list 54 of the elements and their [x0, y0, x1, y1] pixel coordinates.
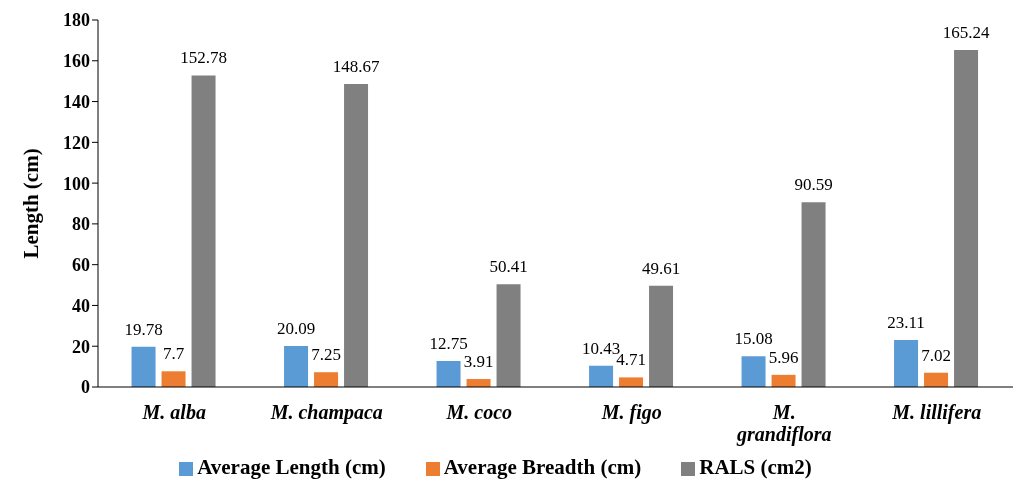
bar	[589, 365, 614, 387]
y-tick-label: 20	[72, 336, 90, 357]
y-tick-label: 0	[81, 377, 90, 398]
data-label: 19.78	[124, 319, 163, 339]
data-label: 5.96	[768, 347, 799, 367]
data-label: 49.61	[641, 258, 681, 278]
y-tick-label: 180	[63, 10, 90, 31]
data-label: 50.41	[489, 257, 528, 277]
bar	[284, 346, 309, 387]
bar	[801, 202, 826, 387]
data-label: 15.08	[734, 329, 773, 349]
data-label: 165.24	[942, 23, 990, 43]
bar	[649, 285, 674, 387]
y-tick-label: 80	[72, 214, 90, 235]
x-tick-label: M. champaca	[269, 401, 383, 424]
x-tick-label: M. alba	[141, 401, 206, 423]
x-tick-label: M. grandiflora	[736, 401, 832, 446]
x-tick-label: M. figo	[600, 401, 662, 424]
y-axis-title: Length (cm)	[19, 148, 44, 259]
bar	[191, 75, 216, 387]
bar	[771, 374, 796, 387]
bar	[924, 372, 949, 387]
data-label: 148.67	[332, 56, 380, 76]
y-tick-label: 140	[63, 91, 90, 112]
bar	[954, 50, 979, 387]
legend-label: RALS (cm2)	[699, 455, 812, 479]
data-label: 3.91	[463, 352, 494, 372]
bar	[496, 284, 521, 387]
y-tick-label: 120	[63, 132, 90, 153]
data-label: 10.43	[581, 338, 621, 358]
bar	[741, 356, 766, 387]
bar	[131, 346, 156, 387]
y-tick-label: 100	[63, 173, 90, 194]
data-label: 23.11	[887, 312, 925, 332]
data-label: 7.7	[162, 344, 185, 364]
data-label: 7.25	[311, 345, 341, 365]
legend-label: Average Breadth (cm)	[443, 455, 642, 479]
bar	[161, 371, 186, 387]
legend-label: Average Length (cm)	[197, 455, 386, 479]
data-label: 12.75	[429, 334, 468, 353]
x-tick-label: M. lillifera	[891, 401, 982, 424]
data-label: 20.09	[276, 319, 316, 339]
bar	[314, 372, 339, 387]
y-tick-label: 160	[63, 51, 90, 72]
bar	[436, 361, 461, 387]
bar	[344, 83, 369, 387]
data-label: 90.59	[794, 175, 833, 195]
y-tick-label: 60	[72, 255, 90, 276]
data-label: 7.02	[921, 345, 951, 365]
x-tick-label: M. coco	[445, 401, 513, 423]
bar	[619, 377, 644, 387]
bar	[894, 339, 919, 387]
data-label: 152.78	[180, 48, 227, 68]
y-tick-label: 40	[72, 295, 90, 316]
